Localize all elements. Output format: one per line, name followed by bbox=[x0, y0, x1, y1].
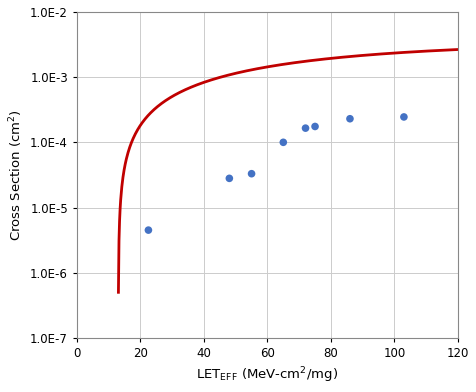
Point bbox=[145, 227, 152, 233]
Point bbox=[248, 171, 256, 177]
Point bbox=[311, 123, 319, 130]
Y-axis label: Cross Section (cm$^2$): Cross Section (cm$^2$) bbox=[7, 109, 25, 241]
Point bbox=[400, 114, 408, 120]
Point bbox=[226, 175, 233, 181]
Point bbox=[279, 139, 287, 145]
Point bbox=[346, 116, 354, 122]
Point bbox=[302, 125, 309, 131]
X-axis label: LET$_{\mathregular{EFF}}$ (MeV-cm$^2$/mg): LET$_{\mathregular{EFF}}$ (MeV-cm$^2$/mg… bbox=[197, 365, 338, 385]
